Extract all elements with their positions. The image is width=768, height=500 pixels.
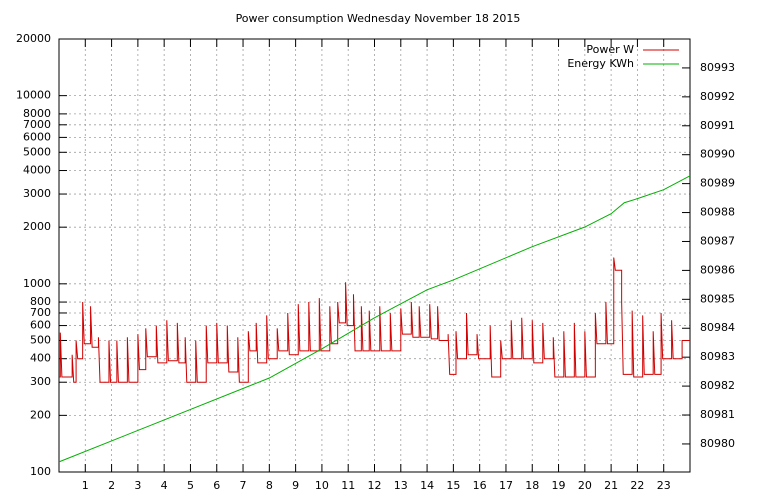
y-tick-label: 8000 <box>23 107 51 120</box>
y2-tick-label: 80992 <box>700 90 735 103</box>
y2-tick-label: 80984 <box>700 321 735 334</box>
x-tick-label: 11 <box>341 479 355 492</box>
y-tick-label: 4000 <box>23 164 51 177</box>
chart-title: Power consumption Wednesday November 18 … <box>236 12 521 25</box>
x-tick-label: 20 <box>578 479 592 492</box>
x-tick-label: 12 <box>368 479 382 492</box>
x-tick-label: 2 <box>108 479 115 492</box>
x-tick-label: 5 <box>187 479 194 492</box>
y-tick-label: 800 <box>30 295 51 308</box>
y2-tick-label: 80993 <box>700 61 735 74</box>
y-tick-label: 6000 <box>23 130 51 143</box>
y2-tick-label: 80982 <box>700 379 735 392</box>
x-tick-label: 14 <box>420 479 434 492</box>
y2-tick-label: 80989 <box>700 177 735 190</box>
y2-tick-label: 80983 <box>700 350 735 363</box>
y2-tick-label: 80985 <box>700 292 735 305</box>
y2-tick-label: 80991 <box>700 119 735 132</box>
x-tick-label: 23 <box>657 479 671 492</box>
x-tick-label: 10 <box>315 479 329 492</box>
x-tick-label: 1 <box>82 479 89 492</box>
y-tick-label: 700 <box>30 306 51 319</box>
y-tick-label: 3000 <box>23 187 51 200</box>
y2-tick-label: 80990 <box>700 148 735 161</box>
y2-tick-label: 80986 <box>700 263 735 276</box>
y-tick-label: 600 <box>30 319 51 332</box>
y-tick-label: 500 <box>30 333 51 346</box>
y-tick-label: 1000 <box>23 277 51 290</box>
x-tick-label: 8 <box>266 479 273 492</box>
series-line <box>58 175 691 463</box>
legend-label: Power W <box>586 43 634 56</box>
y-tick-label: 20000 <box>16 32 51 45</box>
y-tick-label: 400 <box>30 352 51 365</box>
x-tick-label: 3 <box>134 479 141 492</box>
x-tick-label: 22 <box>630 479 644 492</box>
y2-tick-label: 80980 <box>700 437 735 450</box>
y2-tick-label: 80988 <box>700 206 735 219</box>
y-tick-label: 5000 <box>23 145 51 158</box>
y-tick-label: 200 <box>30 408 51 421</box>
y-tick-label: 7000 <box>23 118 51 131</box>
y-tick-label: 100 <box>30 465 51 478</box>
x-tick-label: 17 <box>499 479 513 492</box>
y-tick-label: 10000 <box>16 89 51 102</box>
x-tick-label: 19 <box>552 479 566 492</box>
x-tick-label: 4 <box>161 479 168 492</box>
x-tick-label: 21 <box>604 479 618 492</box>
x-tick-label: 6 <box>213 479 220 492</box>
plot-frame <box>58 38 691 473</box>
y2-tick-label: 80981 <box>700 408 735 421</box>
x-tick-label: 18 <box>525 479 539 492</box>
y-tick-label: 300 <box>30 375 51 388</box>
x-tick-label: 16 <box>473 479 487 492</box>
x-tick-label: 7 <box>240 479 247 492</box>
x-tick-label: 15 <box>446 479 460 492</box>
series-line <box>59 257 690 383</box>
x-tick-label: 9 <box>292 479 299 492</box>
legend-label: Energy KWh <box>567 57 634 70</box>
y2-tick-label: 80987 <box>700 234 735 247</box>
x-tick-label: 13 <box>394 479 408 492</box>
y-tick-label: 2000 <box>23 220 51 233</box>
